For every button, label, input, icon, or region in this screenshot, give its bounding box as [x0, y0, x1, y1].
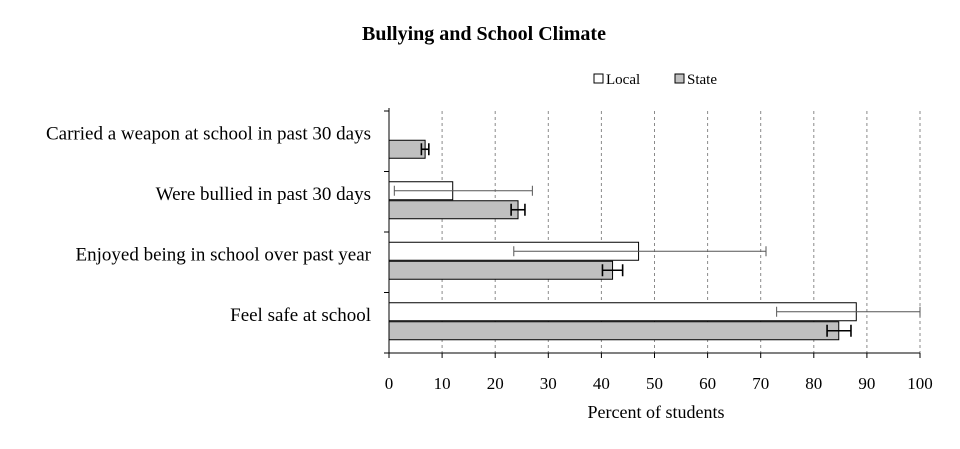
x-tick-label-40: 40 [593, 374, 610, 393]
category-label-1: Were bullied in past 30 days [156, 184, 371, 205]
bar-state-1 [388, 200, 519, 220]
x-tick-label-0: 0 [385, 374, 394, 393]
legend-label-local: Local [606, 72, 640, 88]
legend: Local State [593, 72, 717, 88]
bar-state-3 [388, 321, 840, 341]
x-tick-label-30: 30 [540, 374, 557, 393]
x-axis-title: Percent of students [588, 402, 725, 422]
x-tick-label-20: 20 [487, 374, 504, 393]
category-labels: Carried a weapon at school in past 30 da… [46, 123, 372, 326]
x-tick-label-60: 60 [699, 374, 716, 393]
category-label-0: Carried a weapon at school in past 30 da… [46, 123, 371, 144]
legend-swatch-local [593, 73, 604, 84]
x-tick-label-50: 50 [646, 374, 663, 393]
x-tick-label-90: 90 [858, 374, 875, 393]
x-tick-labels: 0 10 20 30 40 50 60 70 80 90 100 [385, 374, 933, 393]
bar-state-2 [388, 260, 614, 280]
legend-label-state: State [687, 72, 717, 88]
x-tick-label-80: 80 [805, 374, 822, 393]
axes [384, 108, 921, 358]
category-label-2: Enjoyed being in school over past year [76, 244, 372, 265]
gridlines [441, 111, 921, 353]
bar-state-0 [388, 139, 426, 159]
error-bars [393, 143, 921, 337]
x-tick-label-70: 70 [752, 374, 769, 393]
legend-swatch-state [674, 73, 685, 84]
x-tick-label-100: 100 [907, 374, 933, 393]
chart-title: Bullying and School Climate [362, 23, 606, 45]
x-tick-label-10: 10 [434, 374, 451, 393]
bars [388, 139, 857, 341]
category-label-3: Feel safe at school [230, 305, 371, 326]
